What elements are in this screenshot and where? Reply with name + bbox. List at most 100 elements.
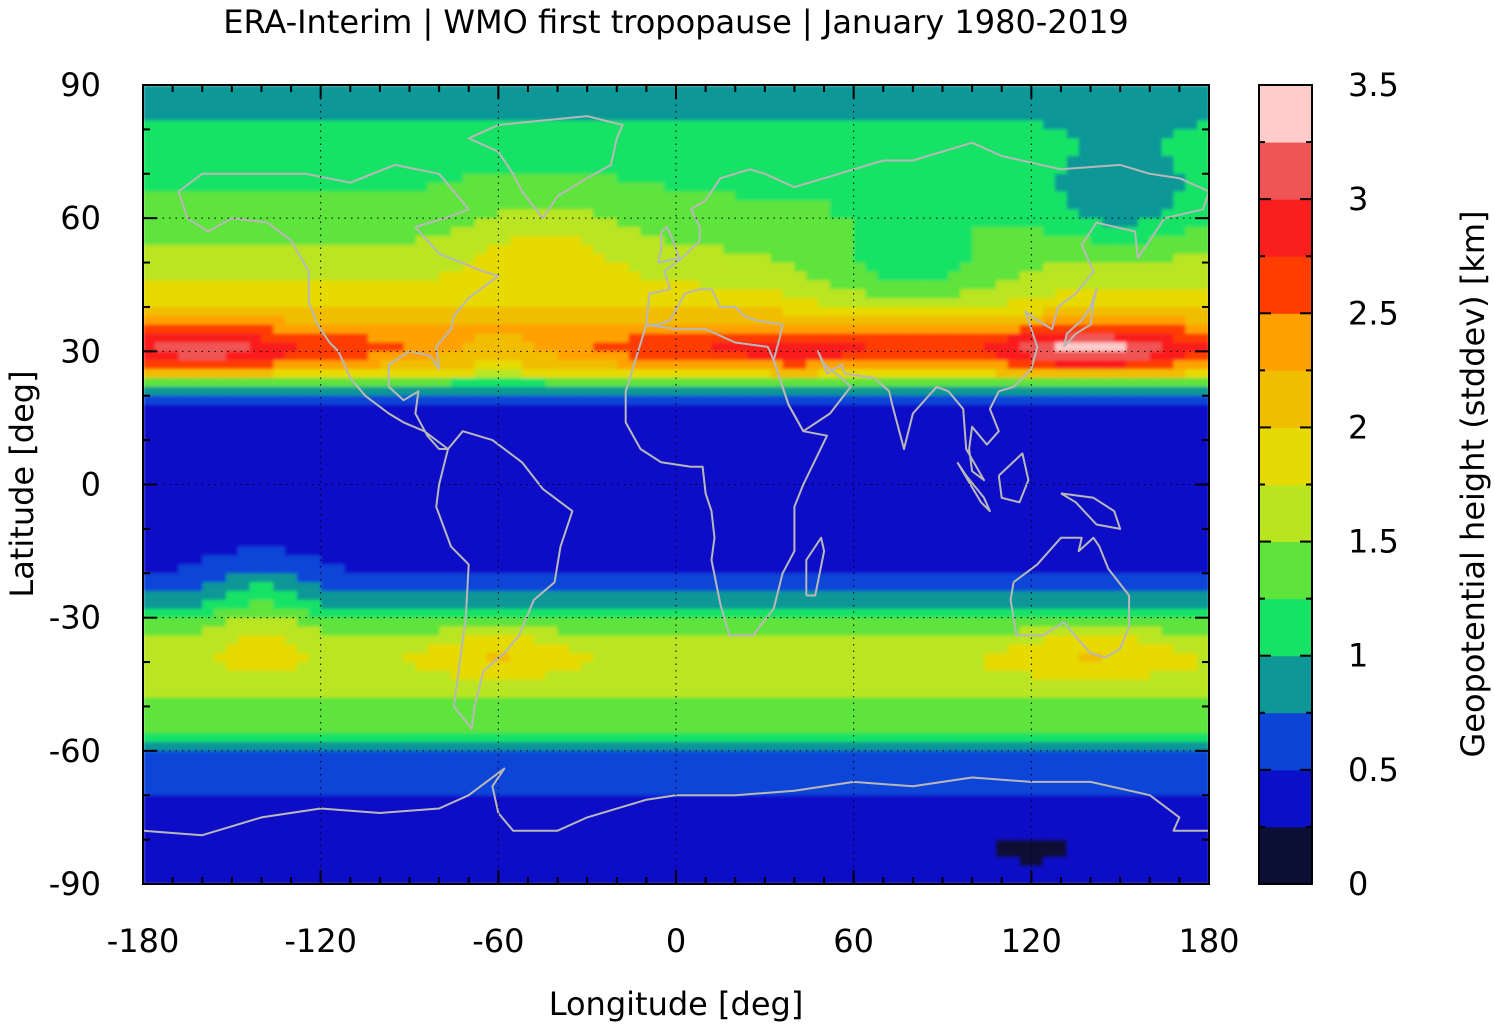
heatmap-cell — [1031, 413, 1044, 424]
heatmap-cell — [190, 484, 204, 495]
heatmap-cell — [510, 200, 523, 211]
heatmap-cell — [166, 147, 180, 157]
heatmap-cell — [1055, 564, 1068, 575]
heatmap-cell — [427, 333, 440, 344]
heatmap-cell — [758, 164, 772, 175]
heatmap-cell — [320, 129, 334, 140]
heatmap-cell — [166, 511, 180, 521]
heatmap-cell — [829, 333, 843, 344]
heatmap-cell — [486, 528, 500, 539]
heatmap-cell — [225, 138, 239, 148]
heatmap-cell — [190, 85, 204, 95]
heatmap-cell — [1114, 528, 1127, 539]
heatmap-cell — [439, 227, 452, 237]
heatmap-cell — [427, 147, 440, 157]
heatmap-cell — [877, 111, 890, 122]
heatmap-cell — [581, 342, 594, 353]
heatmap-cell — [462, 573, 476, 583]
heatmap-cell — [296, 440, 310, 450]
heatmap-cell — [616, 306, 630, 317]
heatmap-cell — [1066, 448, 1080, 459]
heatmap-cell — [664, 120, 677, 131]
heatmap-cell — [1161, 164, 1175, 175]
heatmap-cell — [214, 377, 227, 388]
heatmap-cell — [1007, 147, 1021, 157]
heatmap-cell — [1102, 227, 1116, 237]
heatmap-cell — [711, 173, 725, 184]
heatmap-cell — [237, 218, 251, 228]
heatmap-cell — [758, 555, 772, 566]
heatmap-cell — [581, 528, 594, 539]
heatmap-cell — [1149, 564, 1163, 575]
heatmap-cell — [1090, 404, 1104, 415]
heatmap-cell — [462, 93, 476, 104]
heatmap-cell — [699, 120, 713, 131]
heatmap-cell — [924, 448, 938, 459]
heatmap-cell — [711, 333, 725, 344]
heatmap-cell — [770, 182, 784, 193]
heatmap-cell — [403, 120, 417, 131]
heatmap-cell — [841, 129, 855, 140]
heatmap-cell — [344, 466, 357, 477]
heatmap-cell — [225, 546, 239, 557]
heatmap-cell — [1126, 209, 1139, 219]
heatmap-cell — [202, 564, 215, 575]
heatmap-cell — [723, 546, 737, 557]
heatmap-cell — [1055, 502, 1068, 512]
heatmap-cell — [1185, 448, 1198, 459]
heatmap-cell — [308, 528, 322, 539]
heatmap-cell — [510, 324, 523, 335]
heatmap-cell — [948, 466, 962, 477]
heatmap-cell — [415, 138, 429, 148]
heatmap-cell — [747, 262, 760, 273]
heatmap-cell — [1043, 200, 1056, 211]
heatmap-cell — [1090, 315, 1104, 326]
heatmap-cell — [853, 218, 867, 228]
heatmap-cell — [628, 440, 642, 450]
heatmap-cell — [1161, 422, 1175, 433]
heatmap-cell — [1007, 200, 1021, 211]
heatmap-cell — [1126, 564, 1139, 575]
heatmap-cell — [936, 200, 950, 211]
heatmap-cell — [522, 422, 535, 433]
heatmap-cell — [853, 280, 867, 290]
heatmap-cell — [308, 244, 322, 255]
heatmap-cell — [841, 102, 855, 113]
heatmap-cell — [1055, 511, 1068, 521]
heatmap-cell — [758, 324, 772, 335]
heatmap-cell — [1102, 289, 1116, 299]
heatmap-cell — [439, 511, 452, 521]
heatmap-cell — [1197, 315, 1209, 326]
heatmap-cell — [403, 351, 417, 362]
heatmap-cell — [687, 351, 701, 362]
heatmap-cell — [901, 555, 914, 566]
heatmap-cell — [912, 289, 926, 299]
heatmap-cell — [533, 244, 547, 255]
heatmap-cell — [995, 235, 1009, 246]
heatmap-cell — [770, 528, 784, 539]
heatmap-cell — [948, 156, 962, 166]
heatmap-cell — [178, 173, 192, 184]
heatmap-cell — [308, 342, 322, 353]
heatmap-cell — [249, 484, 263, 495]
heatmap-cell — [581, 209, 594, 219]
heatmap-cell — [652, 573, 665, 583]
heatmap-cell — [427, 466, 440, 477]
heatmap-cell — [664, 475, 677, 486]
heatmap-cell — [533, 324, 547, 335]
heatmap-cell — [202, 573, 215, 583]
heatmap-cell — [901, 546, 914, 557]
heatmap-cell — [664, 271, 677, 282]
heatmap-cell — [344, 173, 357, 184]
heatmap-cell — [652, 466, 665, 477]
heatmap-cell — [190, 440, 204, 450]
heatmap-cell — [439, 298, 452, 308]
heatmap-cell — [344, 164, 357, 175]
heatmap-cell — [841, 85, 855, 95]
heatmap-cell — [510, 377, 523, 388]
heatmap-cell — [936, 369, 950, 379]
heatmap-cell — [202, 164, 215, 175]
heatmap-cell — [498, 235, 511, 246]
heatmap-cell — [202, 546, 215, 557]
heatmap-cell — [889, 262, 902, 273]
